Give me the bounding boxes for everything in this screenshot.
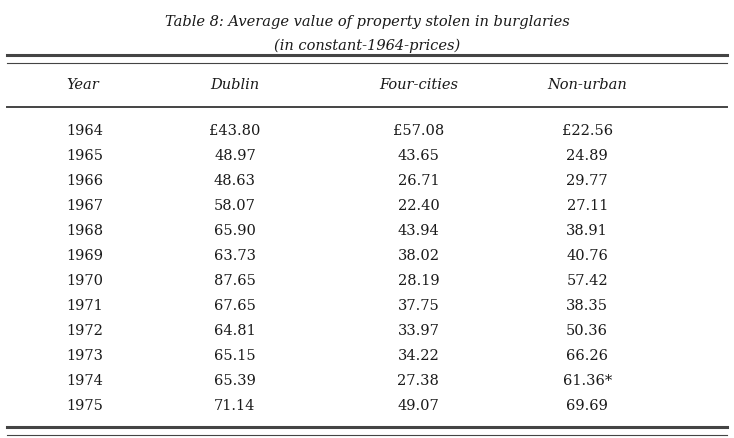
Text: Year: Year — [66, 78, 99, 92]
Text: 28.19: 28.19 — [398, 274, 439, 288]
Text: 27.11: 27.11 — [567, 199, 608, 213]
Text: 1969: 1969 — [66, 249, 103, 263]
Text: 48.63: 48.63 — [214, 174, 256, 188]
Text: 34.22: 34.22 — [398, 349, 439, 363]
Text: 67.65: 67.65 — [214, 299, 256, 313]
Text: 43.65: 43.65 — [397, 149, 440, 163]
Text: 61.36*: 61.36* — [562, 374, 612, 388]
Text: 1967: 1967 — [66, 199, 103, 213]
Text: 40.76: 40.76 — [566, 249, 608, 263]
Text: 27.38: 27.38 — [397, 374, 440, 388]
Text: 63.73: 63.73 — [214, 249, 256, 263]
Text: 33.97: 33.97 — [397, 324, 440, 338]
Text: 48.97: 48.97 — [214, 149, 255, 163]
Text: Dublin: Dublin — [211, 78, 259, 92]
Text: 1973: 1973 — [66, 349, 103, 363]
Text: 26.71: 26.71 — [398, 174, 439, 188]
Text: 38.91: 38.91 — [567, 224, 608, 238]
Text: (in constant-1964-prices): (in constant-1964-prices) — [274, 39, 460, 53]
Text: 38.35: 38.35 — [566, 299, 608, 313]
Text: Four-cities: Four-cities — [379, 78, 458, 92]
Text: 57.42: 57.42 — [567, 274, 608, 288]
Text: 24.89: 24.89 — [567, 149, 608, 163]
Text: £43.80: £43.80 — [209, 124, 261, 138]
Text: 38.02: 38.02 — [397, 249, 440, 263]
Text: 1974: 1974 — [66, 374, 103, 388]
Text: 49.07: 49.07 — [398, 399, 439, 413]
Text: 65.39: 65.39 — [214, 374, 256, 388]
Text: 71.14: 71.14 — [214, 399, 255, 413]
Text: 1965: 1965 — [66, 149, 103, 163]
Text: 1975: 1975 — [66, 399, 103, 413]
Text: 87.65: 87.65 — [214, 274, 256, 288]
Text: 69.69: 69.69 — [566, 399, 608, 413]
Text: Table 8: Average value of property stolen in burglaries: Table 8: Average value of property stole… — [164, 15, 570, 29]
Text: 1968: 1968 — [66, 224, 103, 238]
Text: 1966: 1966 — [66, 174, 103, 188]
Text: 1972: 1972 — [66, 324, 103, 338]
Text: 1970: 1970 — [66, 274, 103, 288]
Text: 65.90: 65.90 — [214, 224, 256, 238]
Text: 1964: 1964 — [66, 124, 103, 138]
Text: 29.77: 29.77 — [567, 174, 608, 188]
Text: 1971: 1971 — [66, 299, 103, 313]
Text: 22.40: 22.40 — [398, 199, 439, 213]
Text: 50.36: 50.36 — [566, 324, 608, 338]
Text: 66.26: 66.26 — [566, 349, 608, 363]
Text: 58.07: 58.07 — [214, 199, 256, 213]
Text: £22.56: £22.56 — [562, 124, 613, 138]
Text: Non-urban: Non-urban — [548, 78, 627, 92]
Text: £57.08: £57.08 — [393, 124, 444, 138]
Text: 37.75: 37.75 — [398, 299, 439, 313]
Text: 64.81: 64.81 — [214, 324, 255, 338]
Text: 65.15: 65.15 — [214, 349, 255, 363]
Text: 43.94: 43.94 — [398, 224, 439, 238]
